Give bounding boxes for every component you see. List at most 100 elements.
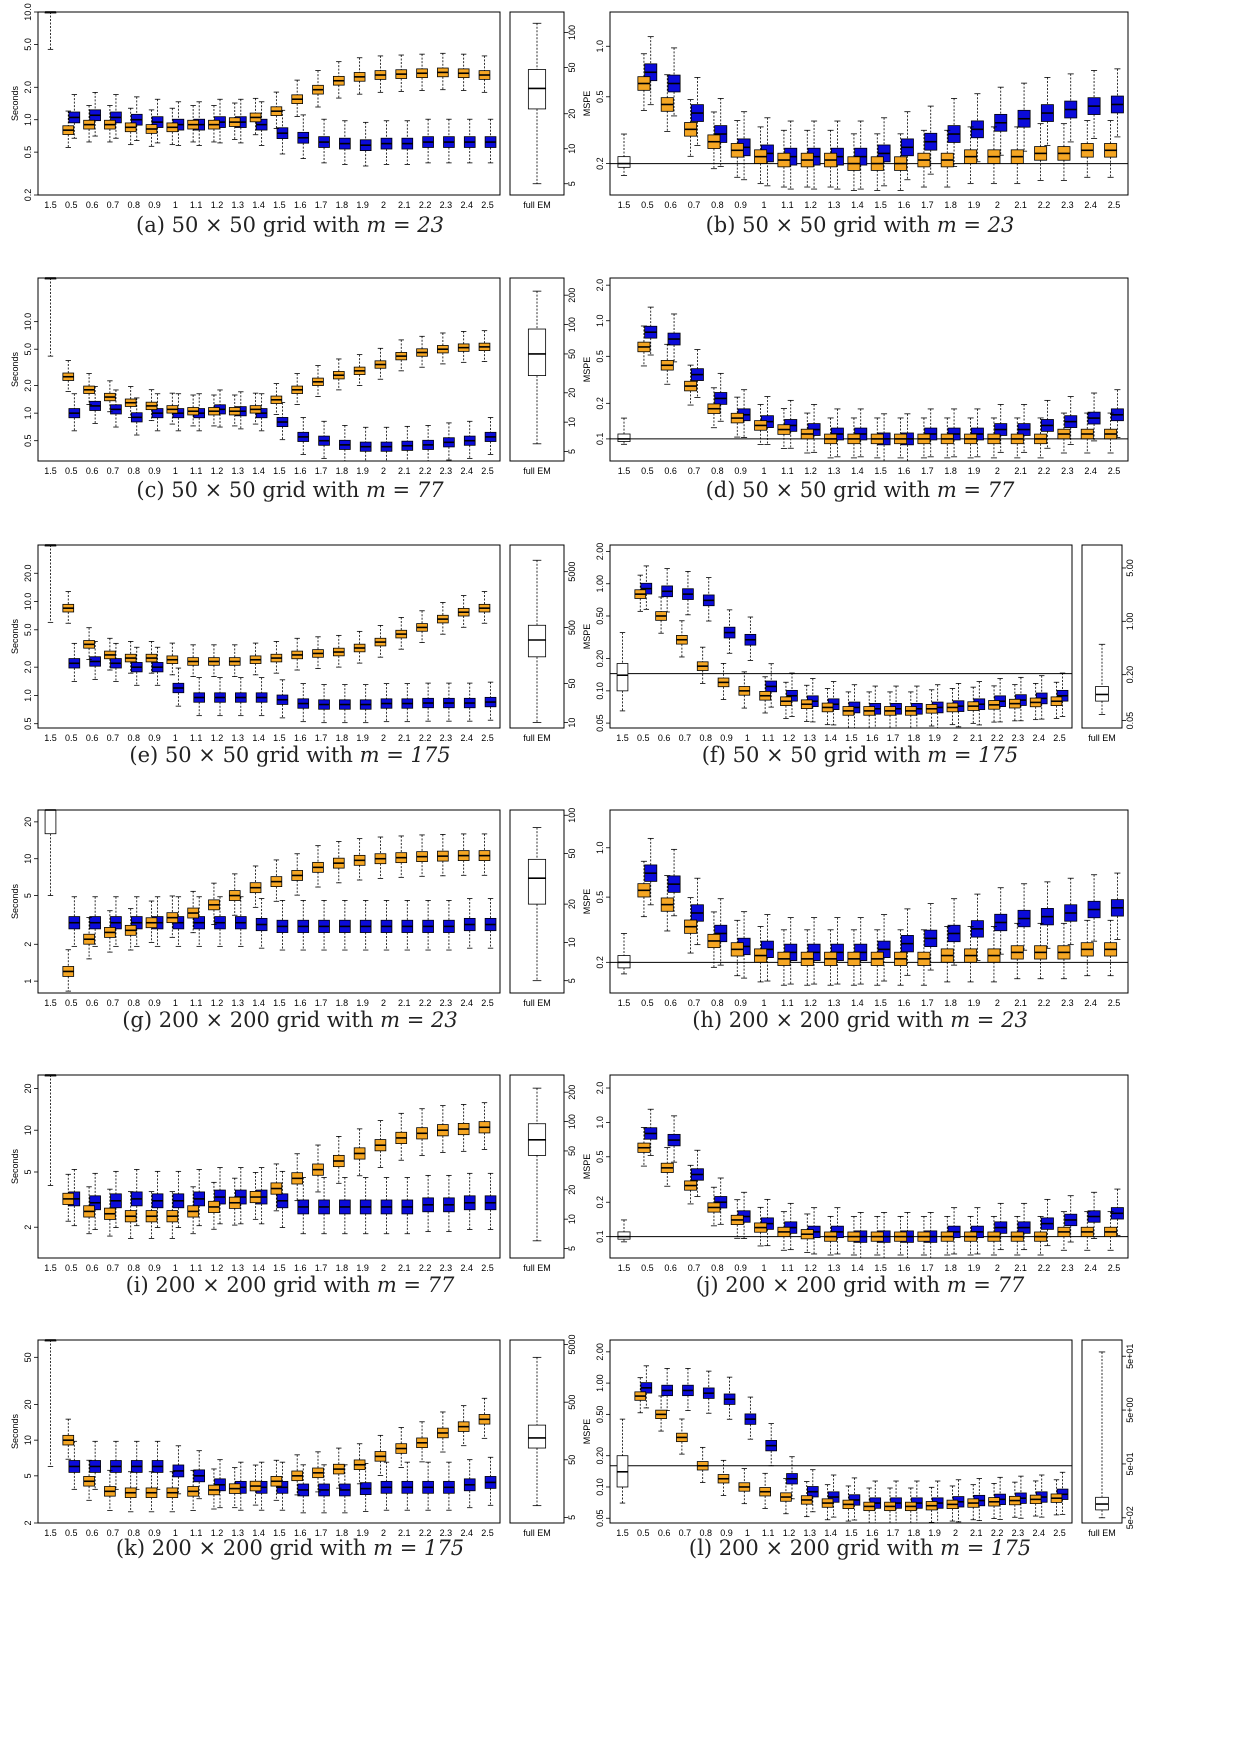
side-y-tick-label: 5e-01 [1125, 1452, 1135, 1475]
side-y-tick-label: 50 [567, 1455, 577, 1465]
x-tick-label: 0.5 [641, 998, 654, 1008]
blue-box [947, 98, 961, 167]
x-tick-label: 1.4 [824, 1528, 837, 1538]
x-tick-label: 1.5 [618, 200, 631, 210]
blue-box [380, 1177, 393, 1235]
orange-box [395, 339, 408, 372]
blue-box [380, 120, 393, 165]
orange-box [800, 129, 814, 188]
orange-box [946, 1485, 959, 1522]
blue-box [644, 837, 658, 906]
x-tick-label: 1 [761, 466, 766, 476]
box-body [617, 1231, 631, 1240]
panel-a: 0.2 0.5 1.0 2.0 5.0 10.0 Seconds 1.5 0.5 0.6 0.7 0.… [10, 3, 577, 210]
orange-box [124, 107, 137, 146]
y-axis-label: Seconds [10, 1413, 20, 1449]
orange-box [1080, 919, 1094, 977]
blue-box [1040, 1198, 1054, 1247]
x-tick-label: 1.5 [273, 1263, 286, 1273]
blue-box [151, 646, 164, 686]
x-tick-label: 2.1 [1014, 200, 1027, 210]
x-tick-label: 1.4 [252, 466, 265, 476]
orange-box [824, 929, 838, 986]
blue-box [193, 677, 206, 717]
blue-box [744, 616, 757, 661]
x-tick-label: 0.5 [65, 466, 78, 476]
x-tick-label: 2.5 [481, 1263, 494, 1273]
x-tick-label: 1.5 [44, 1263, 57, 1273]
x-tick-label: 0.7 [688, 200, 701, 210]
x-tick-label: 0.8 [699, 733, 712, 743]
orange-box [946, 688, 959, 726]
x-tick-label: 1.3 [804, 733, 817, 743]
x-tick-label: 0.5 [65, 733, 78, 743]
orange-box [917, 417, 931, 459]
x-tick-label: 0.5 [637, 733, 650, 743]
orange-box [208, 882, 220, 925]
x-tick-label: 0.6 [86, 733, 99, 743]
reference-box [44, 1339, 57, 1467]
orange-box [416, 834, 428, 877]
blue-box [110, 1170, 122, 1229]
x-tick-label: 2.1 [398, 1528, 411, 1538]
blue-box [947, 898, 961, 966]
blue-box [644, 1108, 658, 1156]
side-frame [509, 1074, 565, 1259]
x-tick-label: 1.1 [190, 200, 203, 210]
x-tick-label: 1.5 [273, 1528, 286, 1538]
blue-box [130, 1169, 143, 1227]
x-tick-label: 1.9 [356, 200, 369, 210]
blue-box [276, 1170, 289, 1229]
orange-box [312, 1451, 324, 1493]
x-tick-label: 2.2 [991, 733, 1004, 743]
orange-box [353, 354, 366, 386]
x-tick-label: 1.3 [232, 733, 245, 743]
blue-box [130, 1440, 143, 1490]
blue-box [484, 1172, 497, 1230]
orange-box [478, 1397, 491, 1439]
x-tick-label: 1.9 [356, 733, 369, 743]
full-em-box [527, 290, 547, 445]
blue-box [970, 408, 984, 458]
blue-box [737, 111, 751, 181]
blue-box [994, 1476, 1006, 1520]
y-tick-label: 0.2 [595, 157, 605, 170]
x-tick-label: 0.7 [107, 733, 120, 743]
orange-box [187, 105, 199, 143]
blue-box [339, 684, 351, 724]
x-tick-label: 2.3 [440, 998, 453, 1008]
caption-l: (l) 200 × 200 grid with m = 175 [689, 1536, 1031, 1560]
x-tick-label: 1.5 [874, 466, 887, 476]
blue-box [970, 893, 984, 961]
x-tick-label: 2.1 [970, 733, 983, 743]
side-frame [509, 809, 565, 994]
blue-box [661, 1367, 673, 1411]
orange-box [166, 642, 179, 676]
blue-box [422, 682, 434, 722]
x-tick-label: 0.8 [711, 1263, 724, 1273]
blue-box [1056, 672, 1069, 717]
orange-box [83, 1186, 95, 1235]
blue-box [380, 1461, 393, 1511]
blue-box [900, 111, 914, 181]
x-tick-label: 1.8 [336, 466, 349, 476]
y-tick-label: 2.0 [23, 81, 33, 94]
blue-box [214, 677, 226, 717]
side-y-tick-label: 50 [567, 62, 577, 72]
x-tick-label: 1 [173, 998, 178, 1008]
orange-box [847, 417, 861, 459]
x-tick-label: 1.5 [273, 998, 286, 1008]
x-tick-label: 2 [381, 998, 386, 1008]
orange-box [62, 110, 75, 148]
blue-box [151, 98, 164, 144]
plot-frame [609, 1339, 1073, 1524]
x-tick-label: 0.5 [641, 200, 654, 210]
y-axis-label: Seconds [10, 351, 20, 387]
orange-box [1104, 412, 1118, 454]
x-tick-label: 1.2 [211, 733, 224, 743]
orange-box [228, 102, 241, 140]
blue-box [68, 94, 81, 139]
x-tick-label: 2.4 [1084, 200, 1097, 210]
orange-box [988, 685, 1000, 723]
orange-box [738, 671, 751, 709]
